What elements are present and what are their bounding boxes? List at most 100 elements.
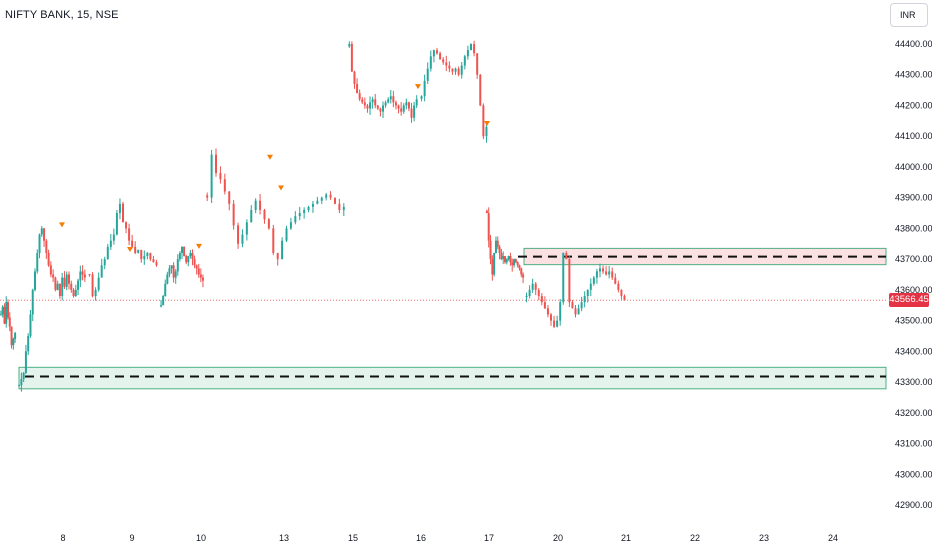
candle-body — [43, 228, 46, 241]
y-axis-tick-label: 42900.00 — [895, 500, 932, 510]
candle-body — [420, 96, 423, 99]
candle-body — [289, 222, 292, 229]
candle-body — [617, 283, 620, 290]
candle-body — [491, 259, 494, 275]
candle-body — [466, 50, 469, 57]
x-axis-tick-label: 23 — [759, 533, 769, 543]
candle-body — [333, 197, 336, 204]
candle-body — [410, 108, 413, 118]
support-zone — [18, 366, 887, 390]
candle-body — [387, 99, 390, 103]
candle-body — [65, 274, 68, 287]
candle-body — [58, 283, 61, 297]
candle-body — [504, 256, 506, 263]
zones-layer — [0, 247, 887, 390]
candle-body — [543, 302, 546, 309]
candle-body — [487, 213, 490, 241]
candle-body — [376, 105, 379, 109]
candle-body — [178, 252, 181, 260]
y-axis-tick-label: 43800.00 — [895, 223, 932, 233]
candle-body — [405, 102, 408, 106]
candle-body — [402, 105, 405, 112]
y-axis-tick-label: 43100.00 — [895, 439, 932, 449]
candle-body — [185, 256, 188, 263]
candle-body — [140, 249, 143, 260]
candle-body — [496, 240, 499, 247]
currency-selector[interactable]: INR — [890, 3, 928, 27]
candle-body — [605, 271, 608, 275]
candle-body — [91, 274, 94, 297]
candle-body — [451, 68, 454, 72]
candle-body — [263, 209, 266, 220]
candle-body — [54, 277, 57, 290]
candle-body — [47, 252, 50, 266]
candle-body — [115, 213, 118, 235]
candle-body — [514, 259, 517, 263]
candle-body — [457, 68, 460, 75]
candle-body — [534, 283, 537, 290]
candle-body — [187, 256, 190, 263]
candle-body — [1, 306, 4, 315]
candle-body — [602, 268, 605, 272]
candle-body — [197, 268, 200, 275]
candle-body — [454, 68, 457, 72]
candle-body — [320, 197, 323, 201]
y-axis-tick-label: 44100.00 — [895, 131, 932, 141]
candle-body — [623, 296, 626, 301]
y-axis-tick-label: 43500.00 — [895, 316, 932, 326]
candle-body — [595, 271, 598, 278]
candle-body — [97, 277, 100, 290]
candle-body — [620, 289, 623, 297]
candle-body — [528, 289, 531, 297]
candle-body — [553, 320, 556, 327]
candle-body — [63, 277, 66, 287]
candle-body — [473, 44, 476, 54]
candle-body — [191, 252, 194, 260]
candle-body — [574, 308, 577, 315]
sell-signal-marker — [415, 84, 421, 90]
candle-body — [513, 259, 516, 266]
candle-body — [245, 222, 248, 235]
sell-signal-marker — [267, 154, 273, 160]
candle-body — [206, 195, 209, 198]
candle-body — [400, 108, 403, 112]
candle-body — [353, 71, 356, 84]
candle-body — [294, 216, 297, 223]
candle-body — [27, 335, 30, 352]
candle-body — [342, 206, 345, 210]
y-axis-tick-label: 44400.00 — [895, 39, 932, 49]
candle-body — [436, 50, 438, 54]
candle-body — [8, 317, 11, 327]
candle-body — [379, 108, 382, 112]
candle-body — [7, 302, 9, 318]
chart-title: NIFTY BANK, 15, NSE — [5, 9, 119, 21]
candle-body — [164, 283, 167, 297]
sell-signal-marker — [127, 246, 133, 252]
markers-layer — [59, 84, 490, 252]
candle-body — [500, 252, 503, 260]
candle-body — [485, 126, 488, 137]
candle-body — [254, 200, 257, 210]
candle-body — [189, 252, 192, 257]
candle-body — [174, 271, 177, 278]
sell-signal-marker — [196, 243, 202, 249]
x-axis-tick-label: 13 — [279, 533, 289, 543]
candle-body — [540, 296, 543, 303]
candle-body — [439, 53, 442, 60]
candle-body — [303, 209, 306, 214]
candle-body — [562, 252, 565, 303]
candle-body — [3, 306, 6, 324]
candle-body — [363, 102, 366, 106]
candle-body — [10, 326, 13, 346]
y-axis-tick-label: 43400.00 — [895, 346, 932, 356]
candle-body — [592, 277, 595, 284]
candle-body — [94, 289, 97, 297]
candle-body — [423, 80, 426, 97]
candle-body — [155, 262, 158, 266]
candle-body — [565, 252, 568, 260]
y-axis-tick-label: 43200.00 — [895, 408, 932, 418]
candle-body — [502, 256, 505, 260]
candle-body — [29, 314, 32, 336]
candle-body — [285, 228, 288, 241]
